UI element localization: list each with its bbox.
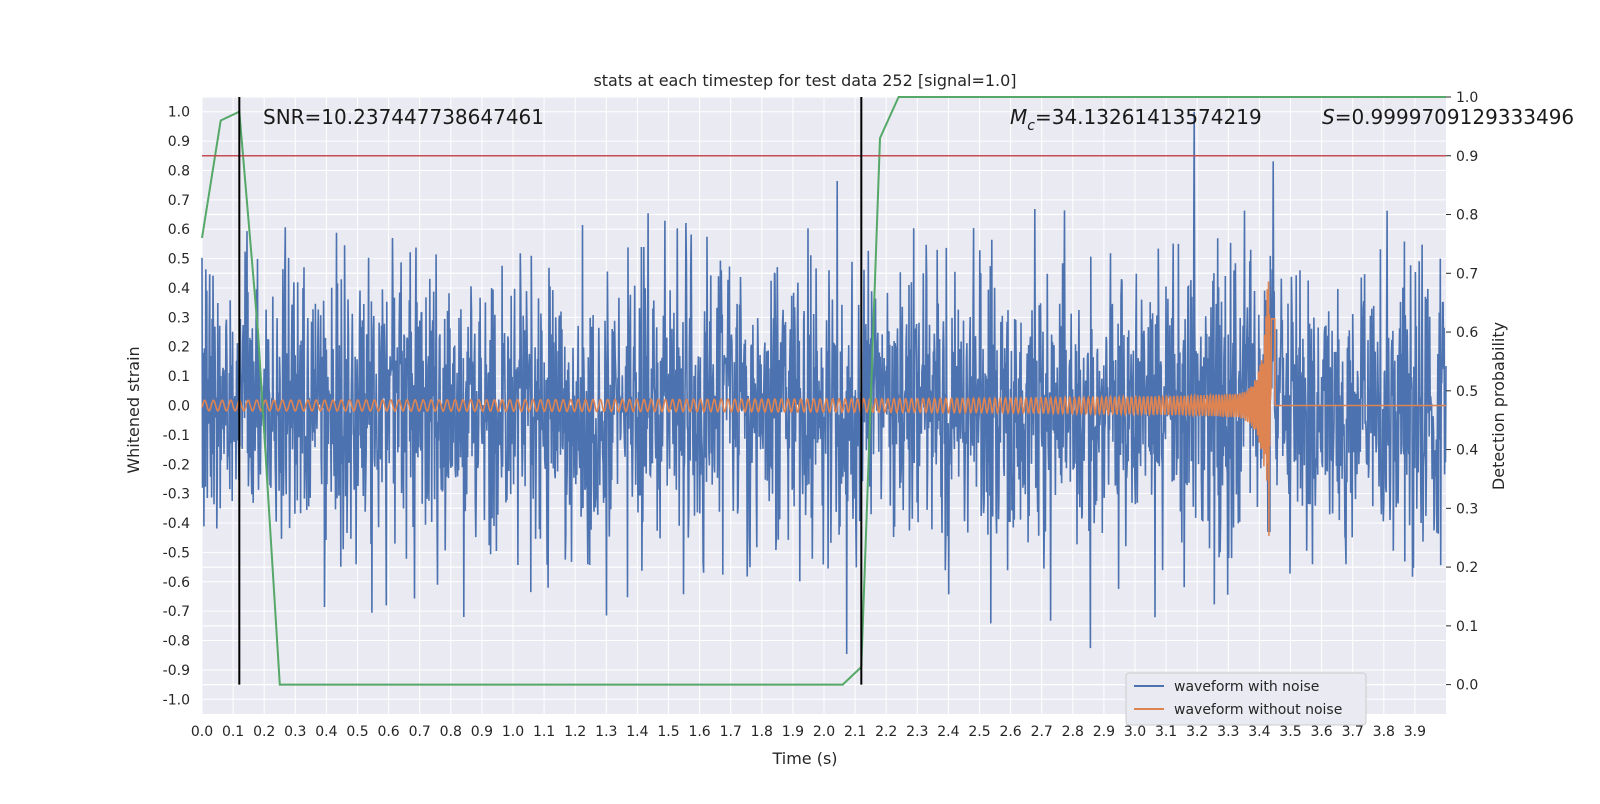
legend-box	[1125, 672, 1367, 726]
x-tick-label: 1.4	[626, 724, 648, 740]
x-tick-label: 3.8	[1373, 724, 1395, 740]
y-tick-label: -0.2	[163, 457, 190, 473]
x-tick-label: 2.3	[906, 724, 928, 740]
x-tick-label: 0.4	[315, 724, 337, 740]
x-tick-label: 1.9	[782, 724, 804, 740]
y-tick-label: -0.8	[163, 634, 190, 650]
x-tick-label: 3.5	[1279, 724, 1301, 740]
x-tick-label: 2.4	[937, 724, 959, 740]
x-tick-label: 2.2	[875, 724, 897, 740]
y-tick-label: -0.1	[163, 428, 190, 444]
y-tick-label: 0.1	[168, 369, 190, 385]
x-tick-label: 0.6	[377, 724, 399, 740]
probability-trace	[201, 96, 1446, 686]
y2-tick-label: 0.4	[1456, 443, 1478, 459]
x-tick-label: 3.6	[1310, 724, 1332, 740]
y-tick-label: -0.7	[163, 604, 190, 620]
y2-tick-label: 0.0	[1456, 678, 1478, 694]
legend-label-clean: waveform without noise	[1174, 702, 1342, 718]
y2-axis-label: Detection probability	[1489, 322, 1508, 490]
x-tick-label: 0.8	[440, 724, 462, 740]
y-tick-label: -0.9	[163, 663, 190, 679]
y-tick-label: 0.8	[168, 163, 190, 179]
x-tick-label: 3.3	[1217, 724, 1239, 740]
x-tick-label: 0.1	[222, 724, 244, 740]
y2-tick-label: 0.8	[1456, 208, 1478, 224]
y2-tick-label: 0.2	[1456, 560, 1478, 576]
x-axis-label: Time (s)	[771, 749, 837, 768]
x-tick-label: 0.2	[253, 724, 275, 740]
x-tick-label: 3.4	[1248, 724, 1270, 740]
x-tick-label: 0.9	[471, 724, 493, 740]
x-tick-label: 3.2	[1186, 724, 1208, 740]
y-tick-label: -0.3	[163, 487, 190, 503]
y2-tick-labels: 1.0 0.9 0.8 0.7 0.6 0.5 0.4 0.3 0.2 0.1 0.0	[1446, 90, 1478, 694]
x-tick-label: 2.6	[999, 724, 1021, 740]
y-tick-label: 0.6	[168, 222, 190, 238]
chirp-mass-subscript: c	[1027, 118, 1035, 134]
x-tick-labels: 0.0 0.1 0.2 0.3 0.4 0.5 0.6 0.7 0.8 0.9 1.0 1.1 1.2 1…	[191, 724, 1426, 740]
x-tick-label: 2.0	[813, 724, 835, 740]
y2-tick-label: 1.0	[1456, 90, 1478, 106]
x-tick-label: 3.7	[1342, 724, 1364, 740]
vertical-markers	[238, 97, 863, 685]
x-tick-label: 1.3	[595, 724, 617, 740]
series-detection-probability	[201, 96, 1446, 686]
y2-tick-label: 0.5	[1456, 384, 1478, 400]
x-tick-label: 1.2	[564, 724, 586, 740]
y-axis-label: Whitened strain	[124, 346, 143, 473]
y-tick-label: -0.4	[163, 516, 190, 532]
x-tick-label: 2.7	[1031, 724, 1053, 740]
x-tick-label: 1.6	[688, 724, 710, 740]
snr-annotation: SNR=10.237447738647461	[263, 105, 544, 129]
score-symbol: S	[1322, 105, 1335, 129]
chart-title: stats at each timestep for test data 252…	[593, 71, 1016, 90]
y-tick-label: -0.5	[163, 545, 190, 561]
y-tick-label: -0.6	[163, 575, 190, 591]
y2-tick-label: 0.1	[1456, 619, 1478, 635]
y-tick-label: 0.2	[168, 340, 190, 356]
x-tick-label: 2.5	[968, 724, 990, 740]
x-tick-label: 0.7	[409, 724, 431, 740]
y2-tick-label: 0.6	[1456, 325, 1478, 341]
y-tick-labels: 1.0 0.9 0.8 0.7 0.6 0.5 0.4 0.3 0.2 0.1 0.0 -0.1 -0.…	[163, 105, 190, 709]
y2-tick-label: 0.3	[1456, 501, 1478, 517]
y-tick-label: 0.0	[168, 399, 190, 415]
score-annotation: S=0.9999709129333496	[1322, 105, 1574, 129]
x-tick-label: 1.7	[720, 724, 742, 740]
legend-label-noise: waveform with noise	[1174, 679, 1319, 695]
series-waveform-without-noise	[201, 281, 1446, 536]
x-tick-label: 3.0	[1124, 724, 1146, 740]
x-tick-label: 0.5	[346, 724, 368, 740]
y-tick-label: 0.7	[168, 193, 190, 209]
x-tick-label: 0.0	[191, 724, 213, 740]
x-tick-label: 1.5	[657, 724, 679, 740]
y2-tick-label: 0.7	[1456, 266, 1478, 282]
chirp-mass-value: =34.13261413574219	[1035, 105, 1262, 129]
score-value: =0.9999709129333496	[1335, 105, 1574, 129]
x-tick-label: 1.8	[751, 724, 773, 740]
x-tick-label: 1.1	[533, 724, 555, 740]
y-tick-label: 0.9	[168, 134, 190, 150]
y-tick-label: 1.0	[168, 105, 190, 121]
x-tick-label: 2.9	[1093, 724, 1115, 740]
y-tick-label: -1.0	[163, 692, 190, 708]
x-tick-label: 3.9	[1404, 724, 1426, 740]
y-tick-label: 0.3	[168, 310, 190, 326]
y2-tick-label: 0.9	[1456, 149, 1478, 165]
legend: waveform with noise waveform without noi…	[1125, 672, 1367, 726]
x-tick-label: 1.0	[502, 724, 524, 740]
x-tick-label: 2.8	[1062, 724, 1084, 740]
x-tick-label: 0.3	[284, 724, 306, 740]
chirp-mass-annotation: Mc=34.13261413574219	[1010, 105, 1262, 134]
y-tick-label: 0.5	[168, 252, 190, 268]
clean-trace	[201, 281, 1446, 536]
x-tick-label: 2.1	[844, 724, 866, 740]
y-tick-label: 0.4	[168, 281, 190, 297]
x-tick-label: 3.1	[1155, 724, 1177, 740]
chirp-mass-symbol: M	[1010, 105, 1027, 129]
